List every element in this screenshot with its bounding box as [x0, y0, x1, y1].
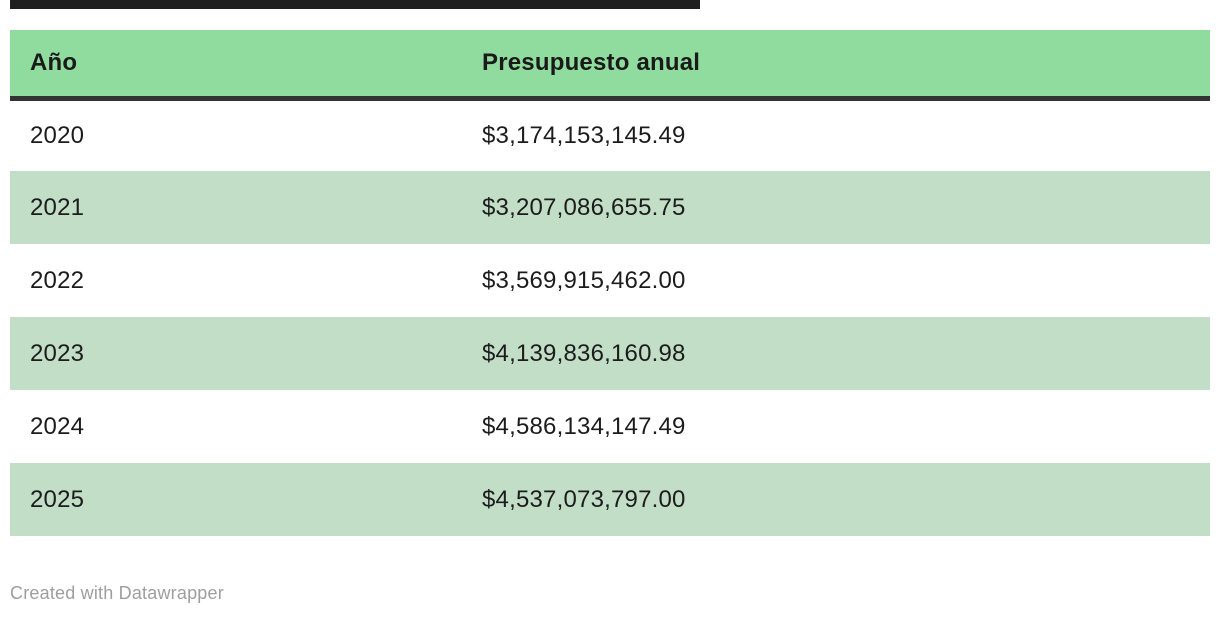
year-cell: 2022 [30, 266, 85, 294]
header-cell-year: Año [10, 30, 470, 101]
year-cell: 2025 [30, 485, 85, 513]
budget-cell: $4,139,836,160.98 [482, 339, 686, 367]
header-row: Año Presupuesto anual [10, 30, 1210, 101]
table-row: 2021 $3,207,086,655.75 [10, 171, 1210, 244]
year-cell: 2023 [30, 339, 85, 367]
table-header: Año Presupuesto anual [10, 30, 1210, 101]
budget-cell: $4,586,134,147.49 [482, 412, 686, 440]
table-row: 2025 $4,537,073,797.00 [10, 463, 1210, 536]
cropped-title-bar [10, 0, 700, 9]
table-row: 2022 $3,569,915,462.00 [10, 244, 1210, 317]
year-cell: 2021 [30, 193, 85, 221]
budget-cell: $3,207,086,655.75 [482, 193, 686, 221]
table-row: 2020 $3,174,153,145.49 [10, 98, 1210, 171]
year-cell: 2020 [30, 121, 85, 149]
year-cell: 2024 [30, 412, 85, 440]
datawrapper-attribution-link[interactable]: Created with Datawrapper [10, 583, 224, 603]
budget-cell: $4,537,073,797.00 [482, 485, 686, 513]
table-row: 2023 $4,139,836,160.98 [10, 317, 1210, 390]
table-row: 2024 $4,586,134,147.49 [10, 390, 1210, 463]
budget-cell: $3,174,153,145.49 [482, 121, 686, 149]
budget-cell: $3,569,915,462.00 [482, 266, 686, 294]
budget-table: Año Presupuesto anual 2020 $3,174,153,14… [10, 30, 1210, 536]
header-cell-budget: Presupuesto anual [470, 30, 1210, 101]
